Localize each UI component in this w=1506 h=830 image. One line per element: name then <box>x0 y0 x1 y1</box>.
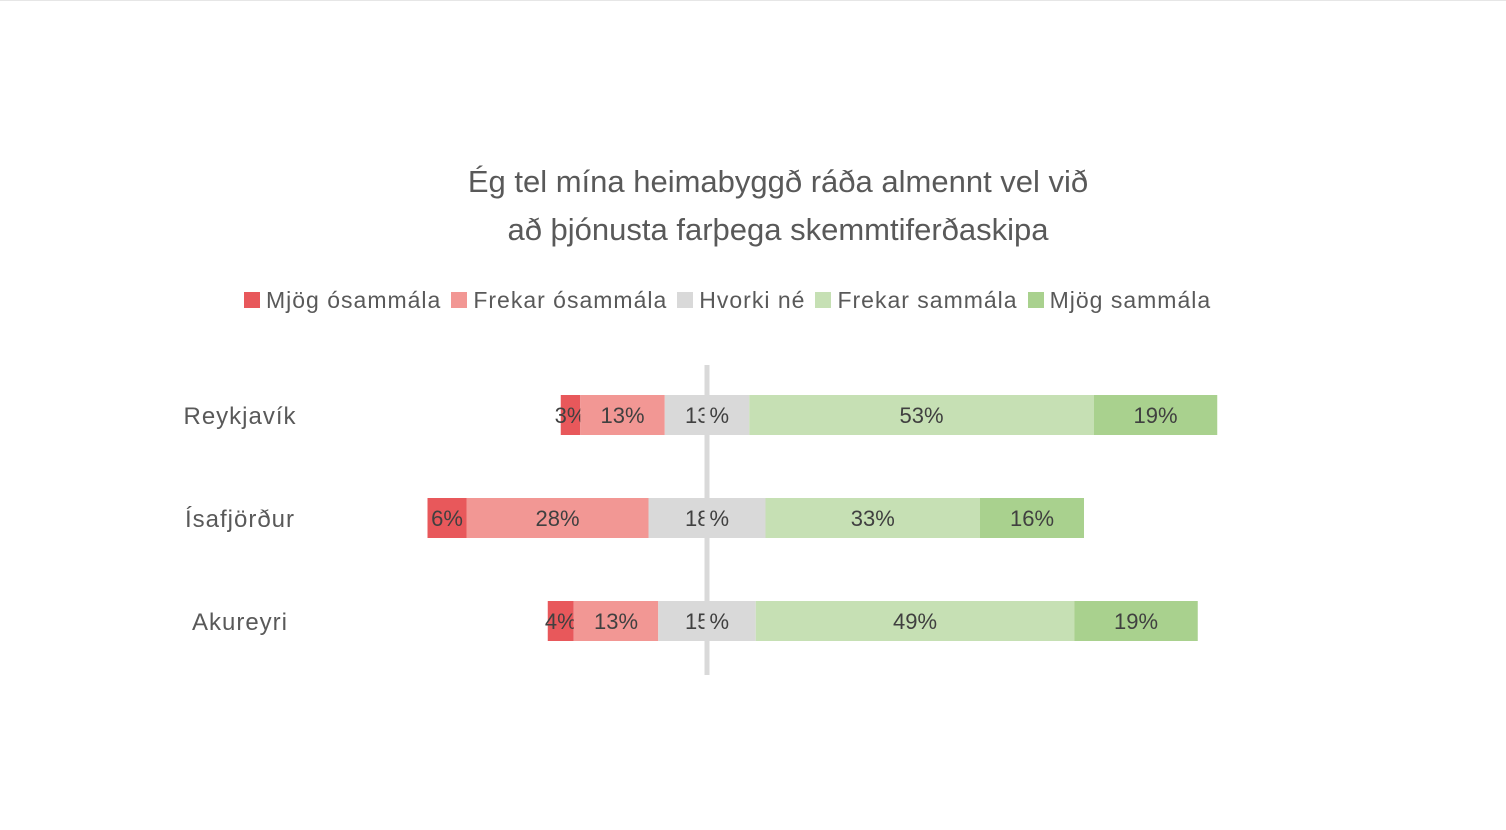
data-label-reykjavik-mjog-sammala: 19% <box>1133 403 1177 428</box>
category-label-reykjavik: Reykjavík <box>183 403 296 430</box>
legend-item-mjog-osammala: Mjög ósammála <box>244 287 441 314</box>
legend-swatch-mjog-sammala <box>1027 292 1044 308</box>
bar-reykjavik-frekar-sammala <box>749 395 1094 435</box>
chart-title: Ég tel mína heimabyggð ráða almennt vel … <box>0 158 1506 254</box>
data-label-akureyri-frekar-sammala: 49% <box>893 609 937 634</box>
bar-akureyri-frekar-sammala <box>755 601 1075 641</box>
data-label-akureyri-mjog-osammala: 4% <box>545 609 577 634</box>
bar-akureyri-mjog-sammala <box>1074 601 1198 641</box>
bar-reykjavik-frekar-osammala <box>580 395 665 435</box>
category-label-isafjor-ur: Ísafjörður <box>185 506 295 533</box>
legend-swatch-frekar-sammala <box>815 292 832 308</box>
bar-reykjavik-mjog-sammala <box>1093 395 1218 435</box>
chart-legend: Mjög ósammála Frekar ósammála Hvorki né … <box>244 284 1221 316</box>
data-label-isafjor-ur-mjog-osammala: 6% <box>431 506 463 531</box>
legend-item-frekar-sammala: Frekar sammála <box>815 287 1017 314</box>
top-rule <box>0 0 1506 1</box>
bar-isafjor-ur-frekar-osammala <box>466 498 649 538</box>
data-label-reykjavik-frekar-sammala: 53% <box>899 403 943 428</box>
legend-label-frekar-sammala: Frekar sammála <box>837 286 1018 313</box>
legend-swatch-hvorki-ne <box>677 292 694 308</box>
data-label-isafjor-ur-frekar-sammala: 33% <box>851 506 895 531</box>
legend-label-frekar-osammala: Frekar ósammála <box>473 286 668 313</box>
legend-label-hvorki-ne: Hvorki né <box>699 286 806 313</box>
chart-title-line-1: Ég tel mína heimabyggð ráða almennt vel … <box>467 164 1089 199</box>
bar-isafjor-ur-mjog-osammala <box>427 498 467 538</box>
legend-swatch-frekar-osammala <box>451 292 468 308</box>
data-label-isafjor-ur-frekar-osammala: 28% <box>535 506 579 531</box>
legend-item-hvorki-ne: Hvorki né <box>677 287 805 314</box>
category-label-akureyri: Akureyri <box>192 609 288 636</box>
center-line <box>704 365 710 675</box>
bar-isafjor-ur-mjog-sammala <box>980 498 1084 538</box>
data-label-reykjavik-frekar-osammala: 13% <box>600 403 644 428</box>
bar-akureyri-frekar-osammala <box>573 601 659 641</box>
data-label-akureyri-mjog-sammala: 19% <box>1114 609 1158 634</box>
bar-akureyri-mjog-osammala <box>547 601 574 641</box>
legend-label-mjog-sammala: Mjög sammála <box>1049 286 1212 313</box>
bar-isafjor-ur-frekar-sammala <box>765 498 980 538</box>
data-label-akureyri-frekar-osammala: 13% <box>594 609 638 634</box>
legend-item-mjog-sammala: Mjög sammála <box>1027 286 1212 314</box>
bar-reykjavik-mjog-osammala <box>560 395 581 435</box>
data-label-isafjor-ur-mjog-sammala: 16% <box>1010 506 1054 531</box>
legend-swatch-mjog-osammala <box>244 292 260 308</box>
legend-label-mjog-osammala: Mjög ósammála <box>266 286 442 313</box>
legend-item-frekar-osammala: Frekar ósammála <box>451 287 667 314</box>
chart-title-line-2: að þjónusta farþega skemmtiferðaskipa <box>507 212 1049 247</box>
